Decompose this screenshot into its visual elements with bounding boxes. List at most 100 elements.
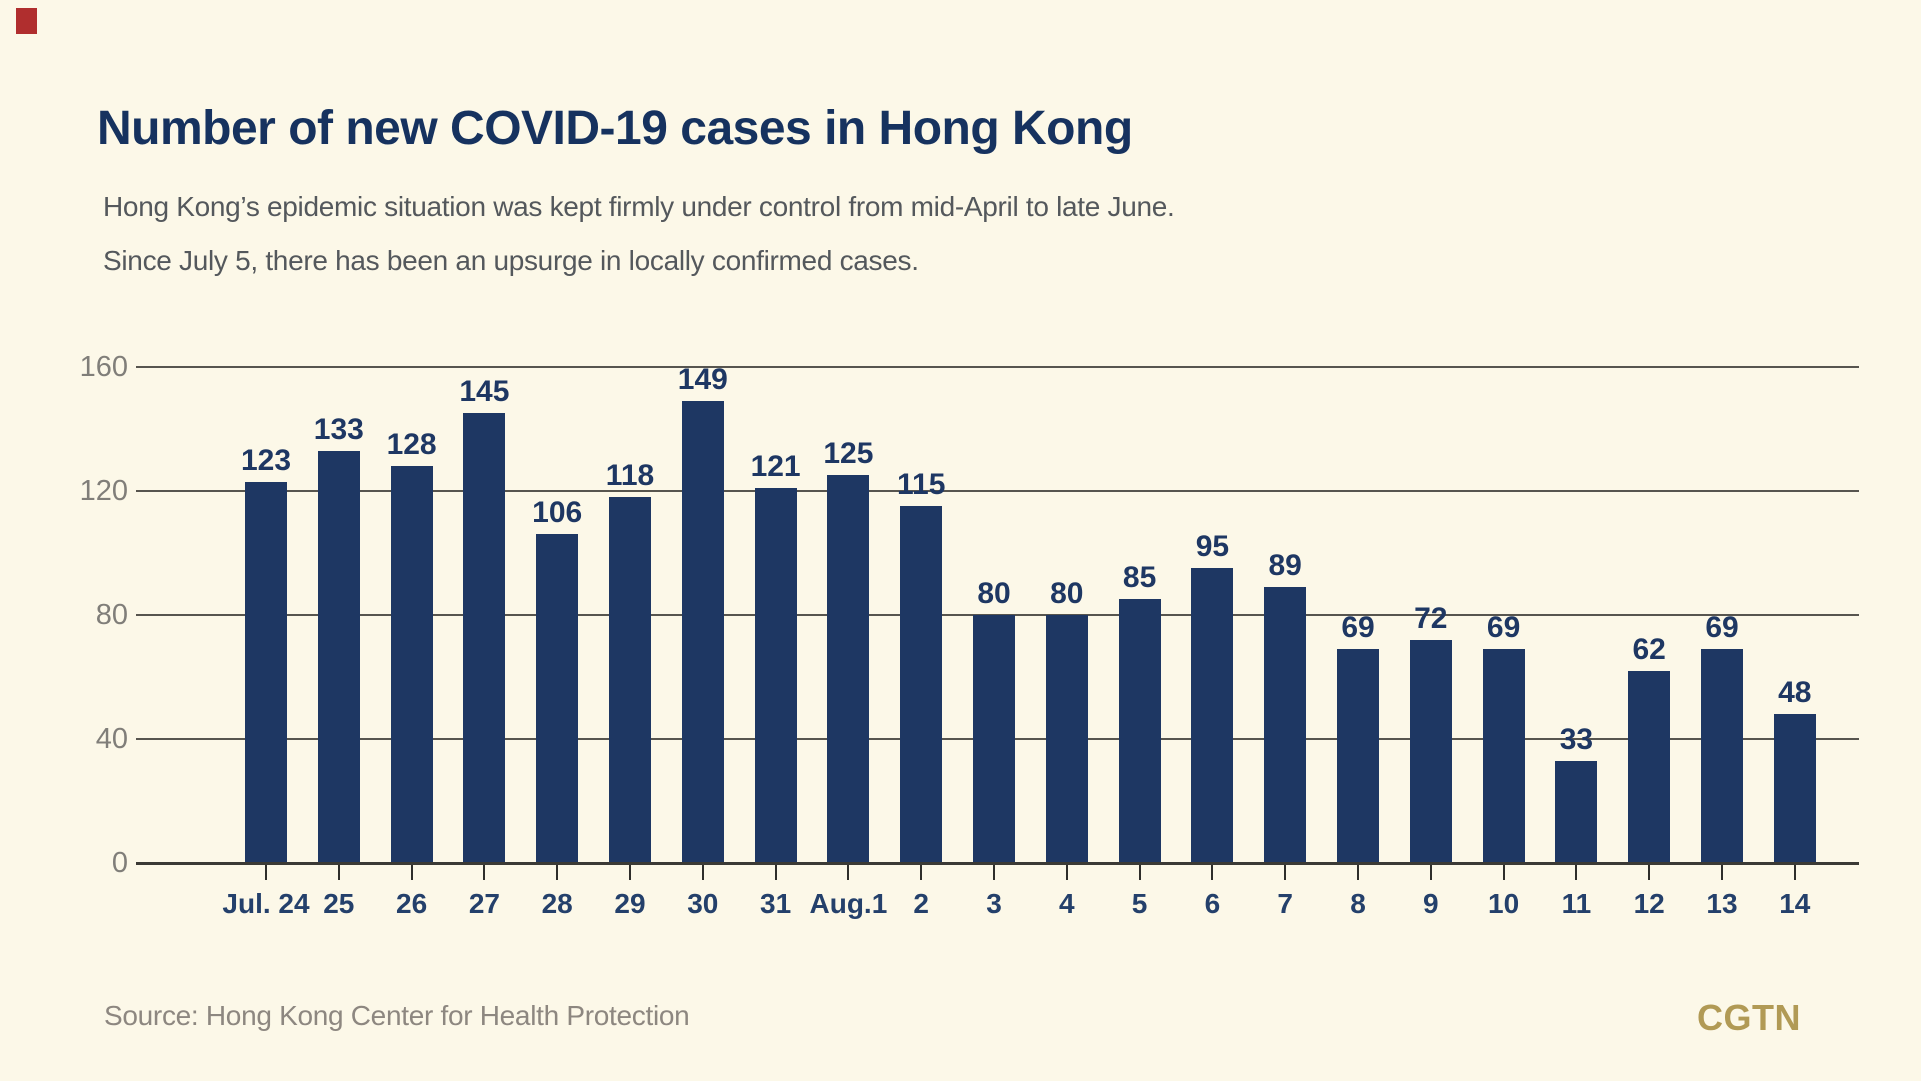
x-axis-tick-14 [1793, 865, 1796, 880]
x-axis-label-26: 26 [396, 888, 428, 919]
bar-4 [1045, 615, 1088, 863]
x-axis-tick-31 [774, 865, 777, 880]
x-axis-tick-11 [1575, 865, 1578, 880]
x-axis-label-13: 13 [1706, 888, 1738, 919]
x-axis-label-4: 4 [1059, 888, 1075, 919]
bar-value-30: 149 [677, 363, 728, 396]
gridline-120 [136, 490, 1859, 492]
bar-value-7: 89 [1268, 549, 1302, 582]
x-axis-label-6: 6 [1204, 888, 1221, 919]
bar-value-Aug.1: 125 [823, 437, 874, 470]
bar-9 [1409, 640, 1452, 863]
bar-Aug.1 [827, 475, 870, 863]
chart-title: Number of new COVID-19 cases in Hong Kon… [97, 102, 1133, 155]
x-axis-label-9: 9 [1423, 888, 1439, 919]
x-axis-tick-Jul. 24 [265, 865, 267, 880]
x-axis-tick-13 [1721, 865, 1723, 880]
y-axis-label-160: 160 [79, 351, 128, 383]
bar-value-27: 145 [459, 375, 510, 408]
x-axis-label-Aug.1: Aug.1 [809, 888, 888, 919]
x-axis-tick-5 [1138, 865, 1141, 880]
bar-value-26: 128 [386, 428, 437, 461]
x-axis-tick-26 [410, 865, 413, 880]
bar-26 [390, 466, 433, 863]
chart-subtitle-line1: Hong Kong’s epidemic situation was kept … [103, 191, 1175, 222]
y-axis-label-0: 0 [111, 847, 128, 879]
x-axis-tick-3 [993, 865, 995, 880]
bar-value-28: 106 [532, 496, 583, 529]
x-axis-label-5: 5 [1131, 888, 1148, 919]
bar-14 [1773, 714, 1816, 863]
bar-Jul. 24 [245, 482, 287, 863]
bar-value-31: 121 [750, 450, 801, 483]
bar-value-9: 72 [1414, 602, 1448, 635]
bar-value-8: 69 [1341, 611, 1375, 644]
bar-value-11: 33 [1559, 723, 1594, 756]
bar-value-12: 62 [1632, 633, 1666, 666]
bar-10 [1482, 649, 1525, 863]
bar-30 [681, 401, 724, 863]
x-axis-label-Jul. 24: Jul. 24 [222, 888, 310, 919]
x-axis-label-12: 12 [1633, 888, 1665, 919]
cgtn-logo: CGTN [1697, 997, 1801, 1038]
y-axis-label-40: 40 [95, 723, 128, 755]
x-axis-tick-Aug.1 [847, 865, 850, 880]
bar-29 [609, 497, 651, 863]
x-axis-tick-7 [1284, 865, 1287, 880]
x-axis-tick-9 [1429, 865, 1432, 880]
x-axis-tick-28 [556, 865, 559, 880]
x-axis-label-27: 27 [468, 888, 500, 919]
bar-2 [900, 506, 943, 863]
x-axis-tick-10 [1502, 865, 1505, 880]
bar-28 [536, 534, 579, 863]
bar-value-2: 115 [896, 468, 946, 501]
bar-value-14: 48 [1778, 676, 1812, 709]
x-axis-label-3: 3 [986, 888, 1002, 919]
x-axis-baseline [136, 862, 1859, 865]
bar-value-6: 95 [1195, 530, 1230, 563]
bar-11 [1555, 761, 1598, 863]
bar-3 [973, 615, 1015, 863]
bar-13 [1701, 649, 1743, 863]
bar-8 [1337, 649, 1379, 863]
bar-value-3: 80 [977, 577, 1011, 610]
bar-25 [317, 451, 360, 863]
x-axis-tick-2 [920, 865, 923, 880]
x-axis-label-31: 31 [760, 888, 792, 919]
x-axis-tick-29 [629, 865, 631, 880]
bar-value-29: 118 [605, 459, 655, 492]
x-axis-label-14: 14 [1779, 888, 1811, 919]
bar-value-4: 80 [1050, 577, 1084, 610]
x-axis-tick-8 [1357, 865, 1359, 880]
bar-value-25: 133 [313, 413, 364, 446]
y-axis-label-80: 80 [95, 599, 128, 631]
x-axis-tick-27 [483, 865, 486, 880]
x-axis-tick-4 [1065, 865, 1068, 880]
source-credit: Source: Hong Kong Center for Health Prot… [104, 1000, 690, 1031]
x-axis-label-28: 28 [541, 888, 573, 919]
chart-subtitle-line2: Since July 5, there has been an upsurge … [103, 245, 919, 276]
x-axis-label-7: 7 [1277, 888, 1293, 919]
bar-6 [1191, 568, 1234, 863]
bar-value-10: 69 [1486, 611, 1521, 644]
x-axis-label-25: 25 [323, 888, 355, 919]
x-axis-label-29: 29 [614, 888, 646, 919]
x-axis-tick-30 [701, 865, 704, 880]
x-axis-label-2: 2 [913, 888, 929, 919]
y-axis-label-120: 120 [79, 475, 128, 507]
x-axis-label-11: 11 [1561, 888, 1592, 919]
gridline-160 [136, 366, 1859, 368]
red-corner-mark [16, 8, 37, 34]
bar-value-Jul. 24: 123 [240, 444, 292, 477]
bar-27 [463, 413, 506, 863]
bar-7 [1264, 587, 1307, 863]
bar-12 [1628, 671, 1671, 863]
x-axis-tick-12 [1648, 865, 1651, 880]
x-axis-tick-25 [337, 865, 340, 880]
bar-31 [754, 488, 797, 863]
x-axis-label-10: 10 [1488, 888, 1520, 919]
bar-value-13: 69 [1705, 611, 1739, 644]
x-axis-tick-6 [1211, 865, 1214, 880]
